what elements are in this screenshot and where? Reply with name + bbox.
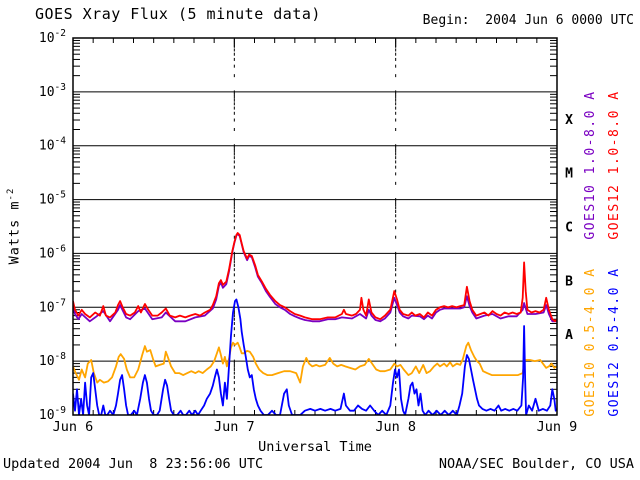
updated-timestamp: Updated 2004 Jun 8 23:56:06 UTC [3, 456, 264, 472]
y-tick-label: 10-6 [39, 243, 66, 261]
x-tick-label: Jun 8 [375, 419, 416, 435]
legend-label: GOES12 0.5-4.0 A [607, 267, 622, 416]
y-tick-label: 10-5 [39, 190, 66, 208]
flare-class-letter: C [565, 221, 573, 236]
flare-class-letter: B [565, 274, 573, 289]
x-tick-label: Jun 6 [53, 419, 94, 435]
y-tick-label: 10-3 [39, 82, 66, 100]
x-tick-label: Jun 9 [537, 419, 578, 435]
series-goes10-0-5-4-0-a [73, 341, 557, 384]
y-axis-label: Watts m-2 [6, 187, 23, 265]
x-tick-label: Jun 7 [214, 419, 255, 435]
legend-label: GOES10 1.0-8.0 A [583, 90, 598, 239]
y-tick-label: 10-8 [39, 351, 66, 369]
series-goes12-0-5-4-0-a [73, 298, 557, 415]
plot-frame [72, 37, 558, 416]
flare-class-letter: X [565, 113, 573, 128]
y-tick-label: 10-4 [39, 136, 66, 154]
series-goes12-1-0-8-0-a [73, 232, 557, 323]
source-credit: NOAA/SEC Boulder, CO USA [438, 456, 634, 472]
chart-title: GOES Xray Flux (5 minute data) [35, 5, 321, 23]
series-goes10-1-0-8-0-a [73, 232, 557, 323]
begin-timestamp: Begin: 2004 Jun 6 0000 UTC [422, 13, 634, 28]
flare-class-letter: M [565, 167, 573, 182]
y-tick-label: 10-7 [39, 297, 66, 315]
flare-class-letter: A [565, 328, 573, 343]
y-tick-label: 10-2 [39, 28, 66, 46]
y-tick-label: 10-9 [39, 405, 66, 423]
legend-label: GOES10 0.5-4.0 A [583, 267, 598, 416]
legend-label: GOES12 1.0-8.0 A [607, 90, 622, 239]
x-axis-label: Universal Time [258, 439, 372, 455]
